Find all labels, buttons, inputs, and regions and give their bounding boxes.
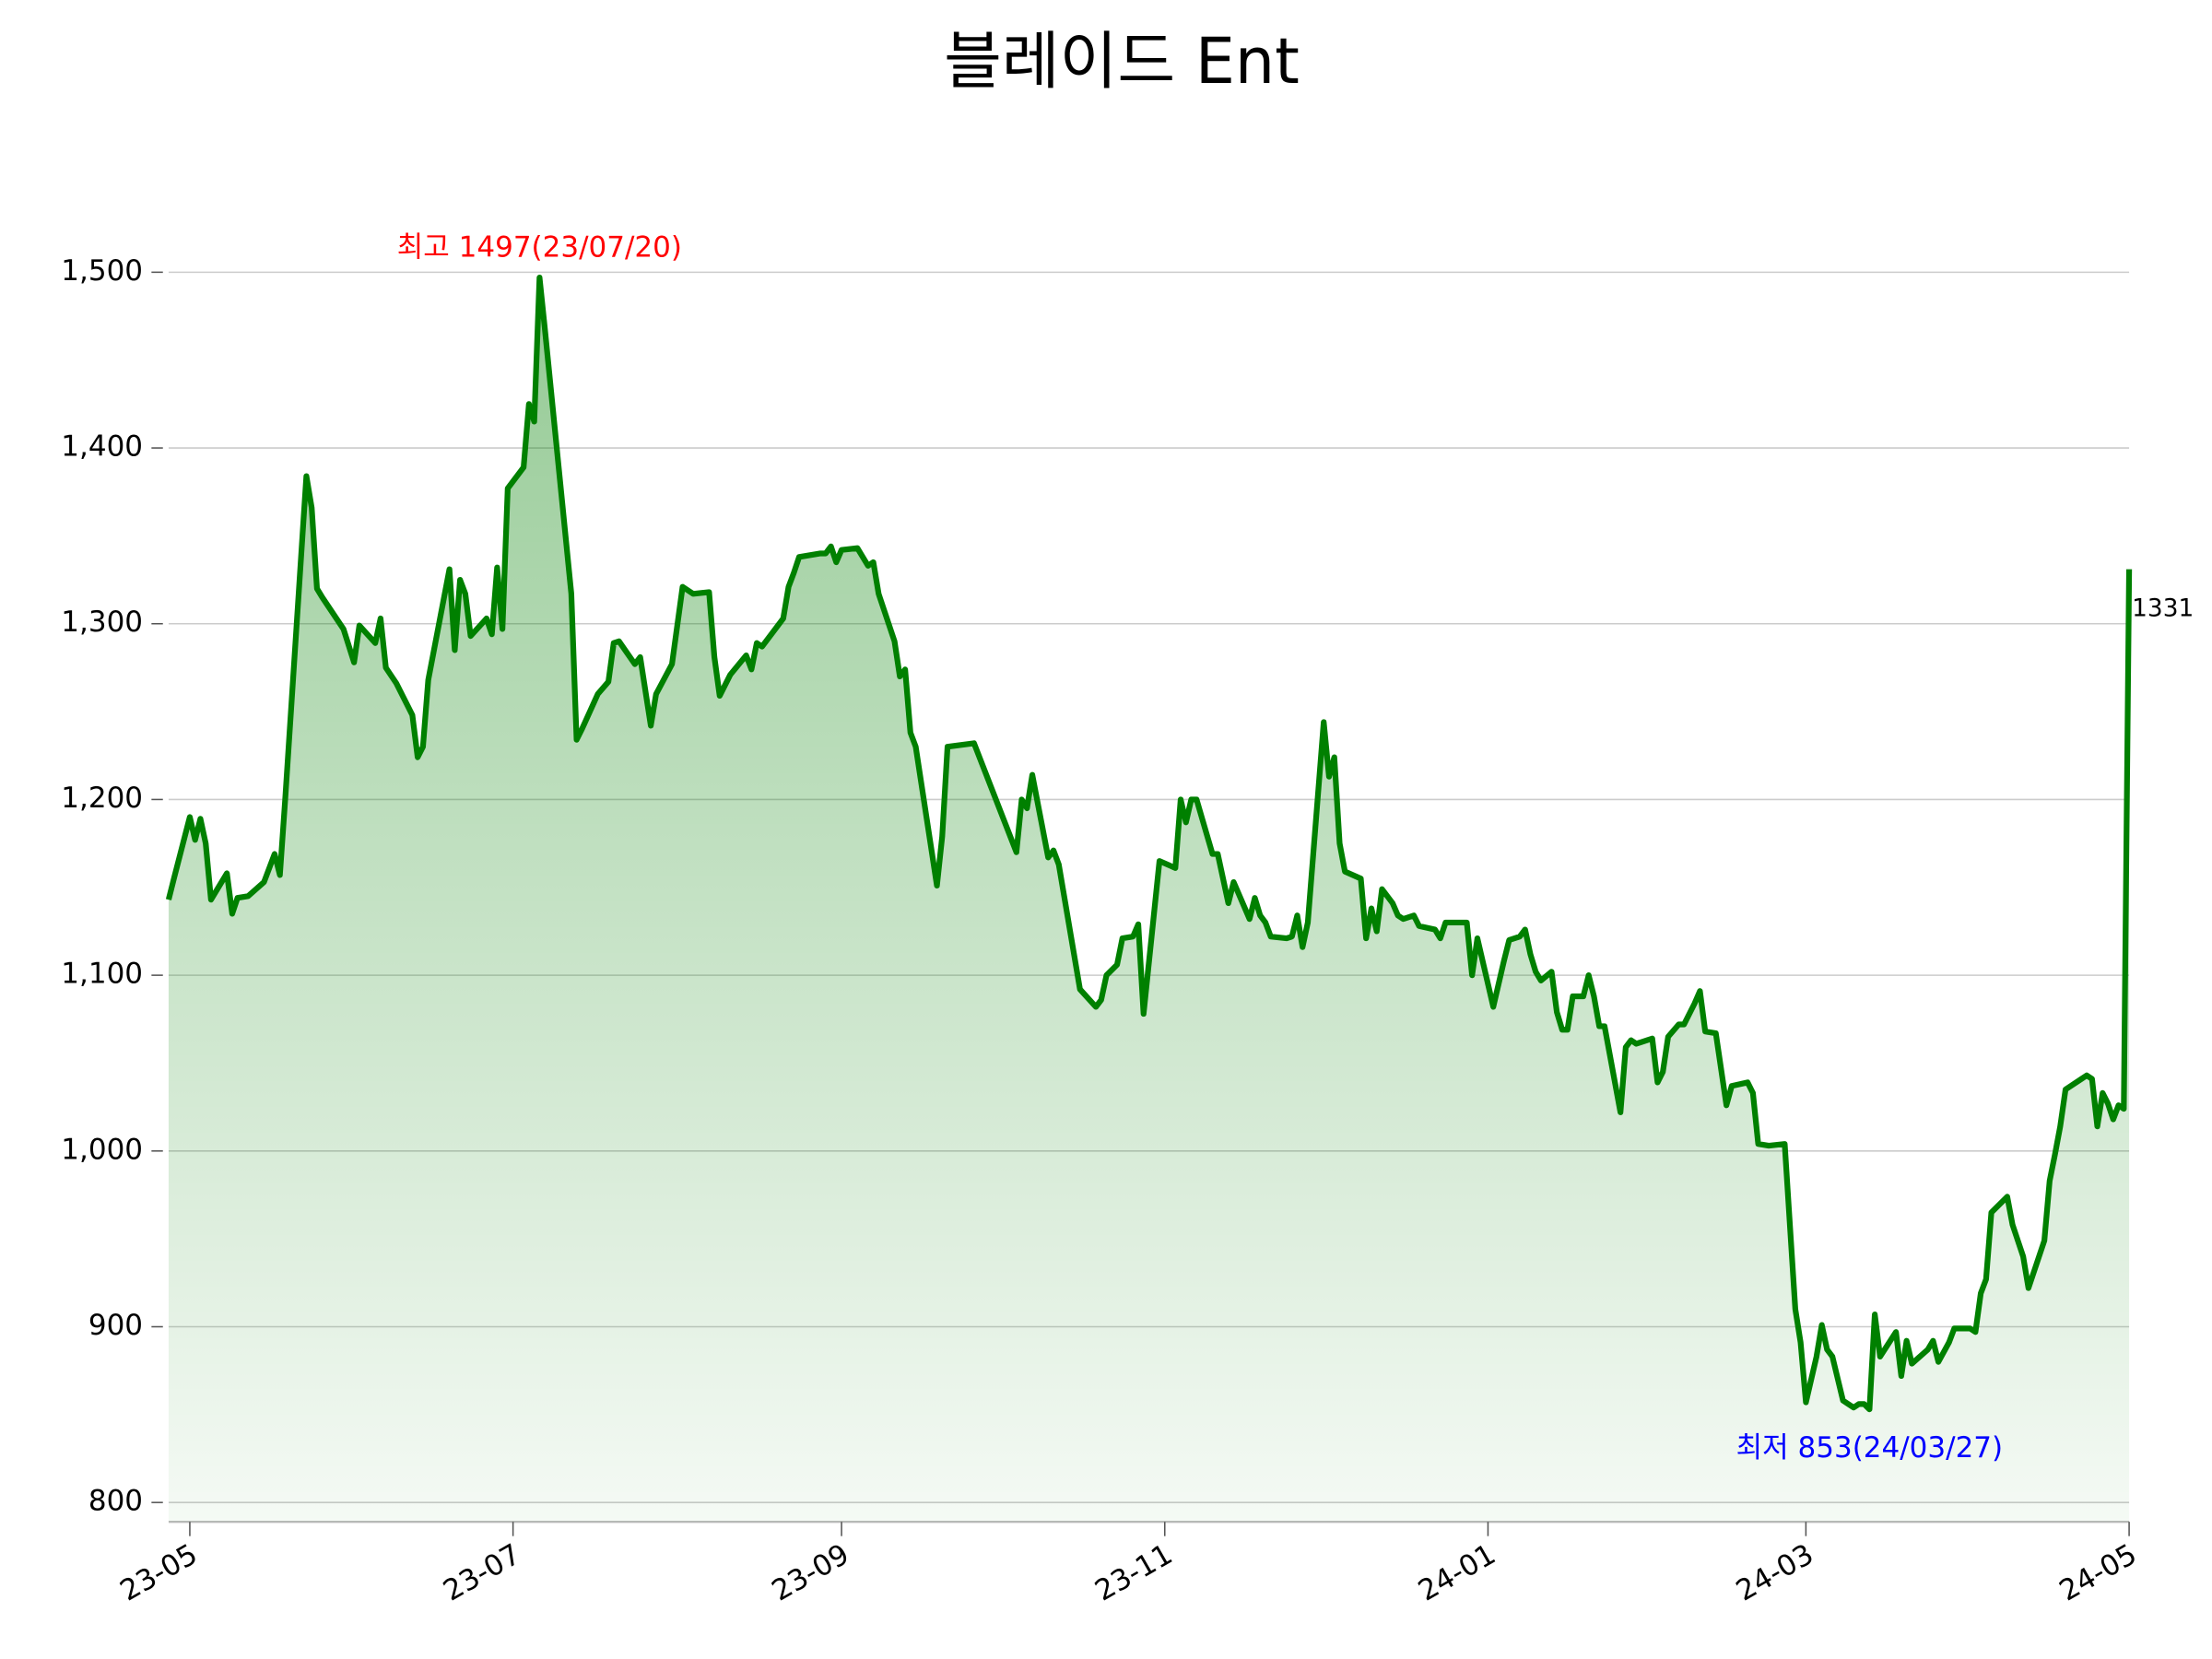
y-tick-label: 1,200 [61, 782, 143, 815]
max-annotation: 최고 1497(23/07/20) [397, 231, 682, 265]
price-line [165, 274, 2133, 1413]
last-value-label: 1331 [2132, 595, 2194, 623]
x-tick-label: 24-01 [1413, 1537, 1501, 1607]
y-tick-label: 1,000 [61, 1133, 143, 1166]
y-tick-label: 800 [88, 1485, 143, 1518]
y-tick-label: 1,400 [61, 430, 143, 464]
x-tick-label: 23-07 [438, 1537, 526, 1607]
y-tick-label: 1,300 [61, 606, 143, 639]
x-tick-label: 23-09 [766, 1537, 854, 1607]
x-tick-label: 24-05 [2054, 1537, 2143, 1607]
x-tick-label: 24-03 [1731, 1537, 1819, 1607]
y-tick-label: 1,100 [61, 958, 143, 991]
x-tick-label: 23-05 [114, 1537, 203, 1607]
y-tick-label: 1,500 [61, 254, 143, 288]
min-annotation: 최저 853(24/03/27) [1736, 1431, 2003, 1465]
area-fill [168, 277, 2130, 1523]
y-tick-label: 900 [88, 1309, 143, 1342]
x-tick-label: 23-11 [1089, 1537, 1178, 1607]
chart-title: 블레이드 Ent [944, 26, 1300, 99]
